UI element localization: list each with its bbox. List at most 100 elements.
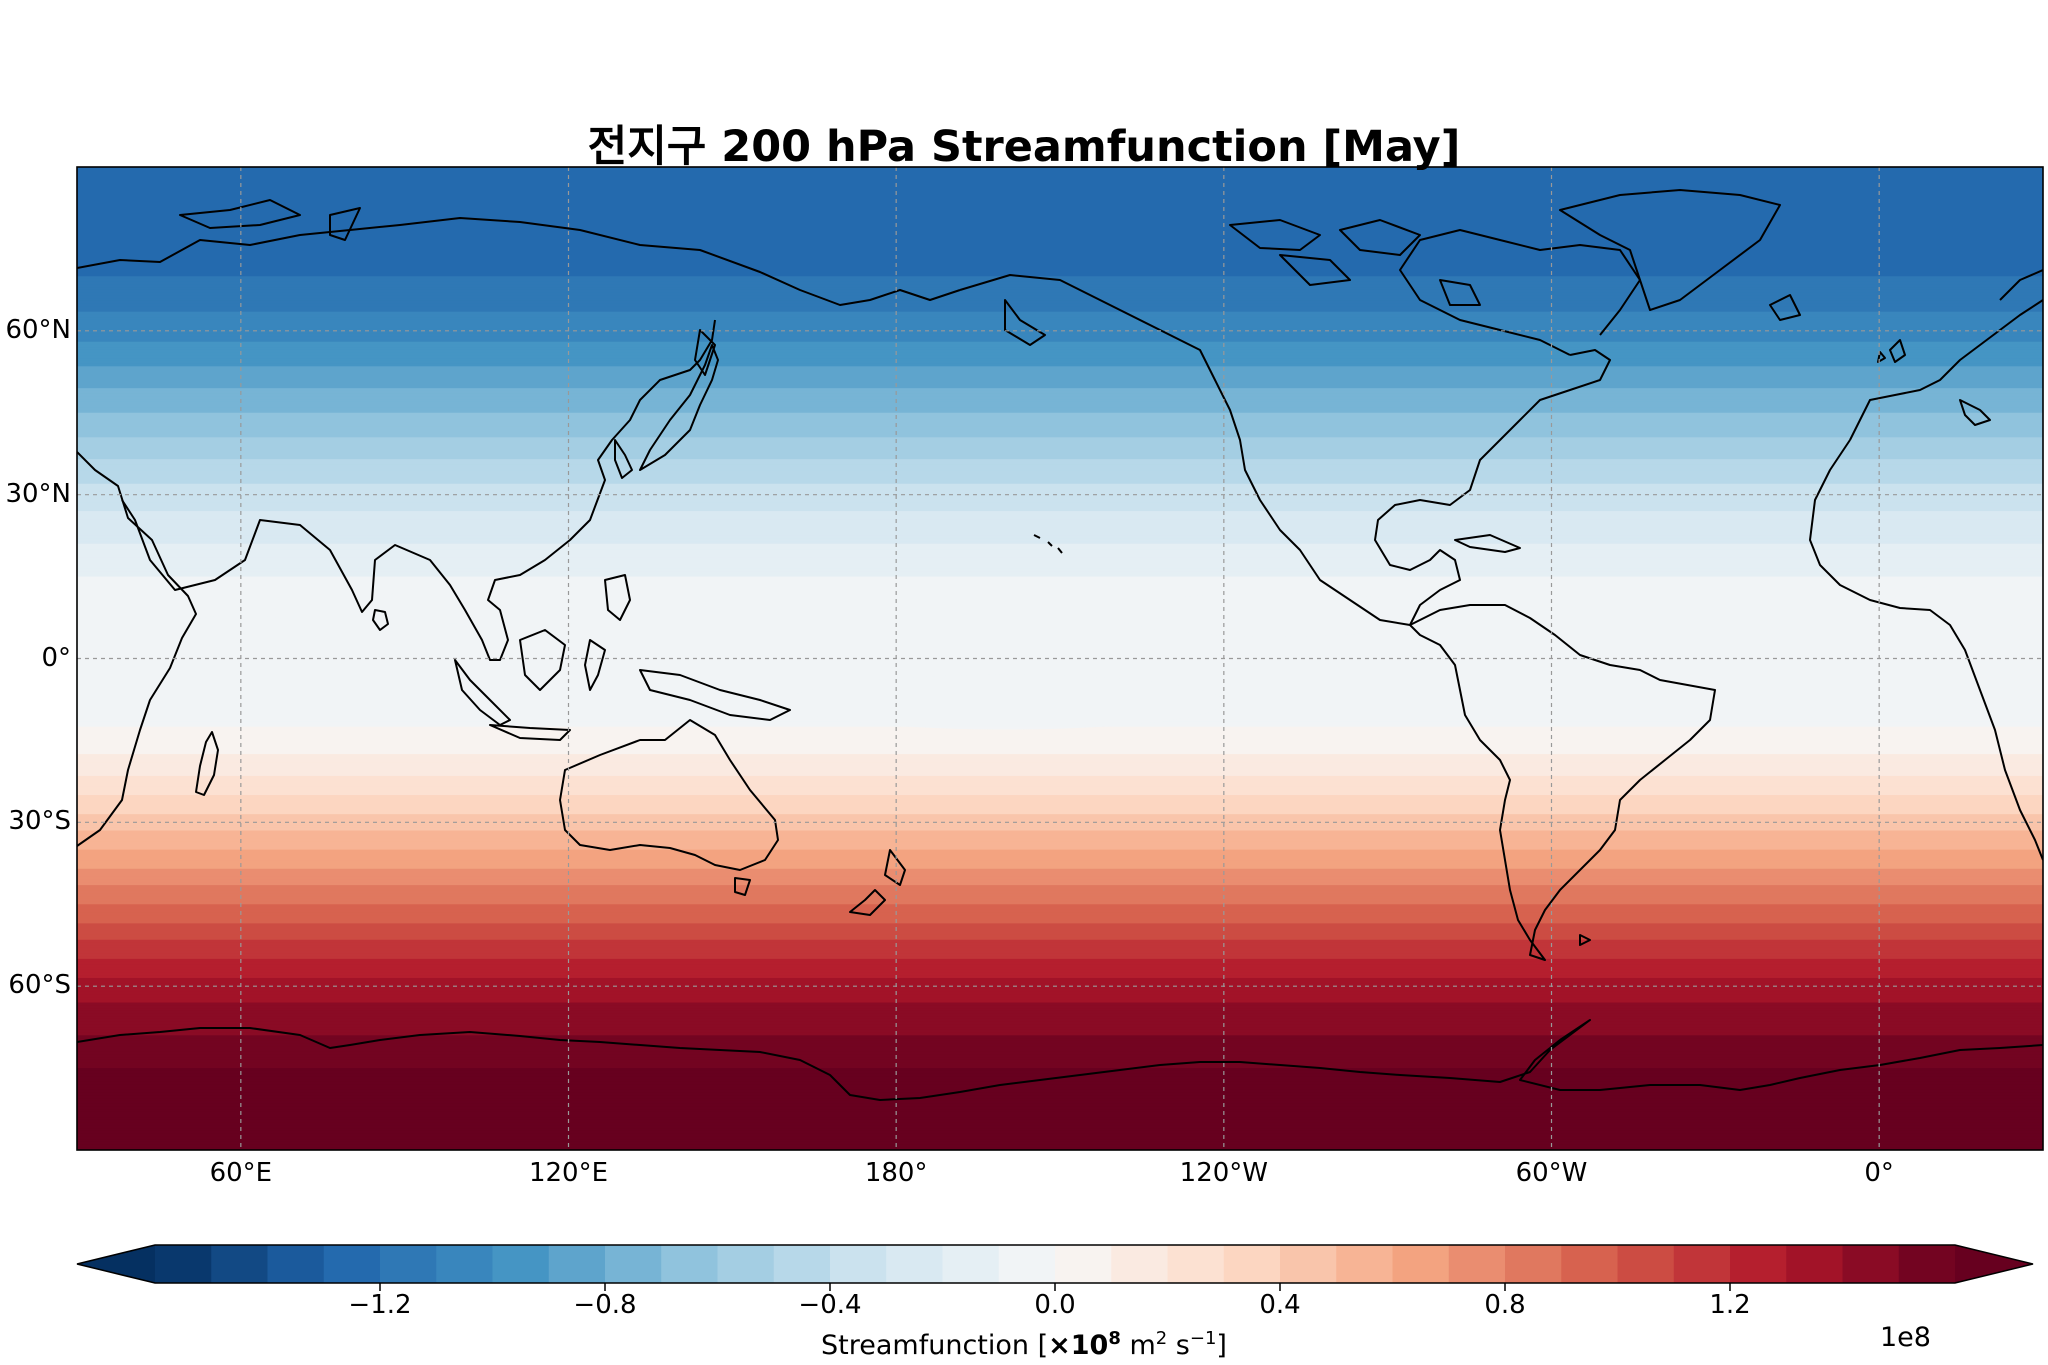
contour-band [77, 470, 2043, 474]
contour-band [77, 390, 2043, 395]
contour-band [77, 298, 2043, 302]
contour-band [77, 988, 2043, 993]
colorbar-segment [1448, 1245, 1506, 1283]
contour-band [77, 472, 2043, 477]
contour-band [77, 601, 2043, 605]
colorbar-outline [76, 1244, 2034, 1284]
contour-band [77, 505, 2043, 509]
contour-band [77, 997, 2043, 1001]
contour-band [77, 797, 2043, 802]
contour-band [77, 846, 2043, 851]
lat-label: 30°N [5, 478, 71, 509]
contour-band [77, 385, 2043, 389]
contour-band [77, 486, 2043, 490]
contour-band [77, 964, 2043, 968]
contour-band [77, 491, 2043, 496]
contour-band [77, 467, 2043, 471]
lon-label: 180° [864, 1158, 928, 1188]
contour-band [77, 770, 2043, 774]
contour-band [77, 519, 2043, 523]
contour-band [77, 969, 2043, 974]
contour-band [77, 1038, 2043, 1042]
contour-band [77, 827, 2043, 832]
contour-band [77, 1092, 2043, 1096]
contour-band [77, 1103, 2043, 1107]
contour-band [77, 1048, 2043, 1053]
contour-band [77, 751, 2043, 755]
contour-band [77, 803, 2043, 807]
contour-band [77, 1098, 2043, 1102]
colorbar-label-close: ] [1216, 1330, 1227, 1361]
contour-band [77, 942, 2043, 946]
contour-band [77, 835, 2043, 840]
colorbar-label-text: Streamfunction [ [821, 1330, 1049, 1361]
colorbar-label-mult: ×10 [1048, 1330, 1109, 1361]
contour-band [77, 986, 2043, 990]
contour-band [77, 177, 2043, 182]
colorbar-segment [380, 1245, 437, 1283]
contour-band [77, 1040, 2043, 1045]
contour-band [77, 306, 2043, 310]
contour-band [77, 1117, 2043, 1121]
contour-band [77, 167, 2043, 171]
contour-band [77, 1054, 2043, 1058]
colorbar-label-unit1: m [1120, 1330, 1156, 1361]
contour-band [77, 218, 2043, 223]
colorbar-tick-label: −0.4 [798, 1290, 862, 1320]
contour-band [77, 617, 2043, 621]
contour-band [77, 795, 2043, 799]
contour-band [77, 1062, 2043, 1066]
contour-band [77, 991, 2043, 995]
contour-band [77, 1084, 2043, 1088]
contour-band [77, 205, 2043, 209]
contour-band [77, 524, 2043, 529]
contour-band [77, 1147, 2043, 1150]
contour-band [77, 658, 2043, 662]
contour-band [77, 732, 2043, 736]
contour-band [77, 1133, 2043, 1137]
contour-band [77, 855, 2043, 859]
colorbar-segment [1617, 1245, 1675, 1283]
contour-band [77, 655, 2043, 660]
contour-band [77, 792, 2043, 796]
contour-band [77, 437, 2043, 441]
contour-band [77, 849, 2043, 853]
contour-band [77, 251, 2043, 255]
contour-band [77, 423, 2043, 427]
contour-band [77, 1087, 2043, 1091]
contour-band [77, 1021, 2043, 1025]
colorbar-segment [323, 1245, 381, 1283]
colorbar-segment [1167, 1245, 1225, 1283]
contour-band [77, 404, 2043, 408]
contour-band [77, 904, 2043, 908]
contour-band [77, 906, 2043, 911]
contour-band [77, 775, 2043, 780]
contour-band [77, 412, 2043, 417]
contour-band [77, 265, 2043, 269]
contour-band [77, 562, 2043, 567]
colorbar-segment [1561, 1245, 1618, 1283]
contour-band [77, 614, 2043, 619]
contour-band [77, 527, 2043, 531]
contour-band [77, 773, 2043, 777]
contour-band [77, 734, 2043, 739]
colorbar-tick-label: 0.0 [1034, 1290, 1076, 1320]
contour-band [77, 975, 2043, 979]
colorbar-segment [661, 1245, 718, 1283]
contour-band [77, 999, 2043, 1004]
contour-band [77, 953, 2043, 957]
contour-band [77, 1065, 2043, 1069]
contour-band [77, 426, 2043, 430]
lon-label: 120°E [528, 1158, 609, 1188]
contour-band [77, 1018, 2043, 1023]
contour-band [77, 636, 2043, 640]
contour-band [77, 650, 2043, 654]
contour-band [77, 947, 2043, 952]
contour-band [77, 339, 2043, 343]
contour-band [77, 639, 2043, 643]
map-panel [77, 167, 2043, 1150]
contour-band [77, 1070, 2043, 1075]
contour-band [77, 592, 2043, 597]
contour-band [77, 672, 2043, 676]
